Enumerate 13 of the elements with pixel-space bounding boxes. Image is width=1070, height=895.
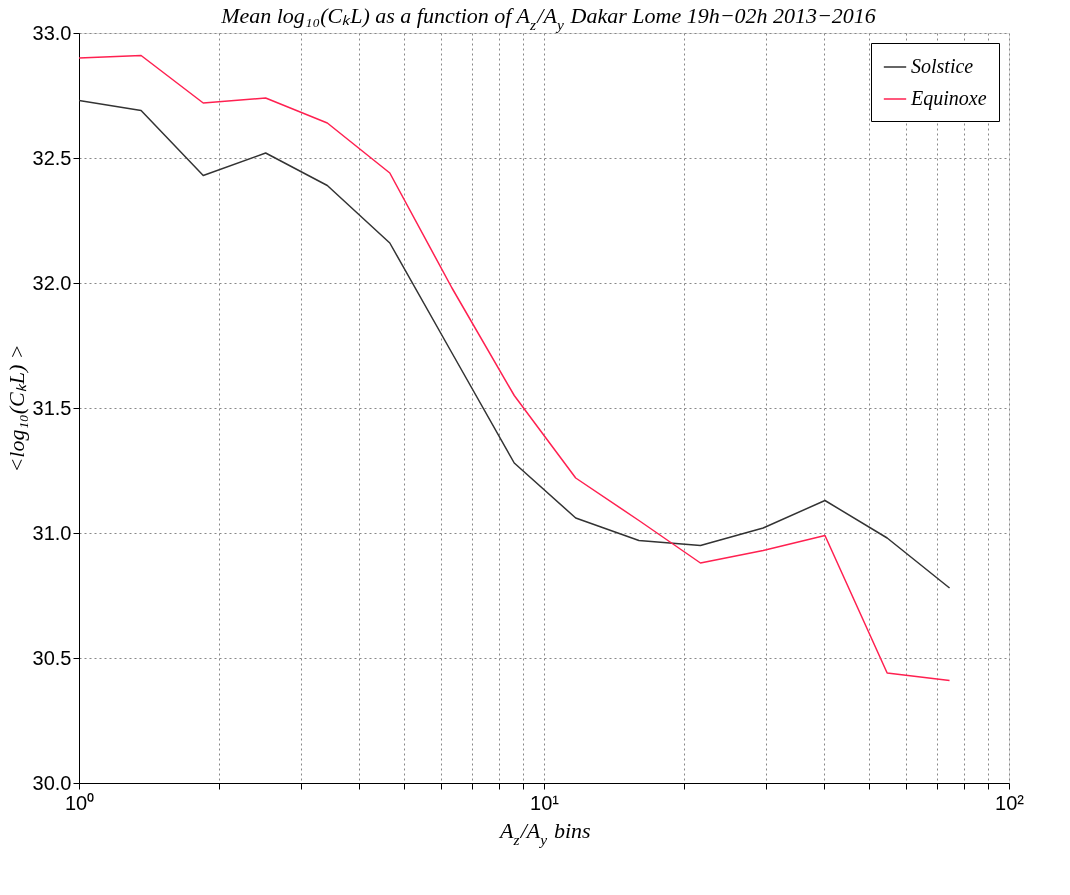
x-tick-label: 10¹	[530, 791, 560, 814]
legend-label: Solstice	[911, 55, 974, 77]
x-tick-label: 10⁰	[64, 791, 95, 814]
y-tick-label: 30.0	[32, 771, 72, 794]
y-axis-title: <log₁₀(CₖL) >	[3, 344, 29, 473]
y-tick-label: 30.5	[32, 646, 72, 669]
y-tick-label: 33.0	[32, 21, 72, 44]
y-tick-label: 31.0	[32, 521, 72, 544]
y-tick-label: 31.5	[32, 396, 72, 419]
y-tick-label: 32.0	[32, 271, 72, 294]
legend-label: Equinoxe	[910, 87, 987, 110]
x-tick-label: 10²	[995, 791, 1025, 814]
y-tick-label: 32.5	[32, 146, 72, 169]
